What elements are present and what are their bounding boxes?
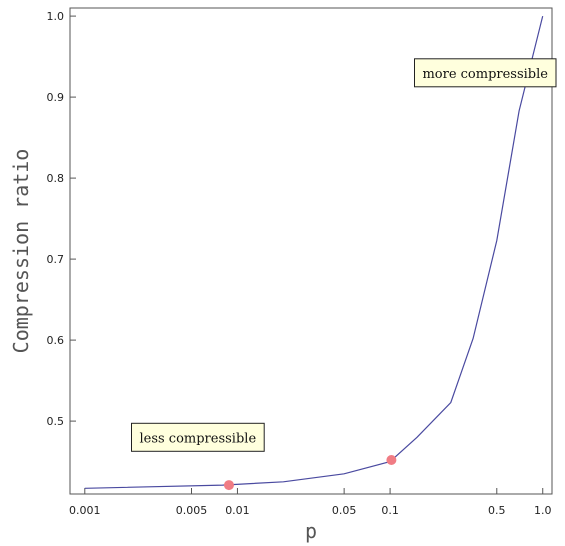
annotation-layer: more compressible less compressible: [131, 58, 557, 452]
x-tick-label: 1.0: [534, 504, 552, 517]
compression-ratio-line: [84, 15, 544, 489]
y-tick-label: 0.8: [47, 172, 65, 185]
y-axis-title: Compression ratio: [9, 149, 33, 354]
highlight-point: [386, 454, 397, 465]
x-axis-ticks: 0.001 0.005 0.01 0.05 0.1 0.5 1.0: [69, 488, 551, 517]
plot-frame: [69, 7, 553, 495]
annotation-background: [414, 58, 557, 88]
annotation-label: more compressible: [422, 67, 548, 82]
x-tick-label: 0.01: [225, 504, 250, 517]
highlight-point: [223, 480, 234, 491]
x-tick-label: 0.05: [332, 504, 357, 517]
y-tick-label: 0.6: [47, 334, 65, 347]
y-tick-label: 1.0: [47, 10, 65, 23]
annotation-box: more compressible: [414, 58, 557, 88]
x-axis-title: p: [305, 519, 317, 543]
x-tick-label: 0.5: [488, 504, 506, 517]
x-tick-label: 0.1: [381, 504, 399, 517]
marker-layer: [223, 454, 397, 491]
x-tick-label: 0.005: [176, 504, 208, 517]
series-layer: [84, 15, 544, 489]
y-tick-label: 0.7: [47, 253, 65, 266]
x-tick-label: 0.001: [69, 504, 101, 517]
annotation-background: [131, 422, 265, 452]
y-tick-label: 0.5: [47, 415, 65, 428]
annotation-box: less compressible: [131, 422, 265, 452]
y-tick-label: 0.9: [47, 91, 65, 104]
y-axis-ticks: 0.5 0.6 0.7 0.8 0.9 1.0: [47, 10, 76, 428]
annotation-label: less compressible: [139, 431, 256, 446]
